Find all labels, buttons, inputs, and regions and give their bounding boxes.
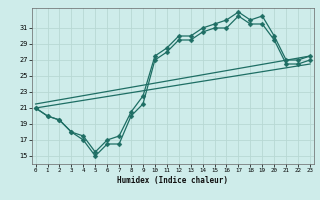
X-axis label: Humidex (Indice chaleur): Humidex (Indice chaleur) [117, 176, 228, 185]
